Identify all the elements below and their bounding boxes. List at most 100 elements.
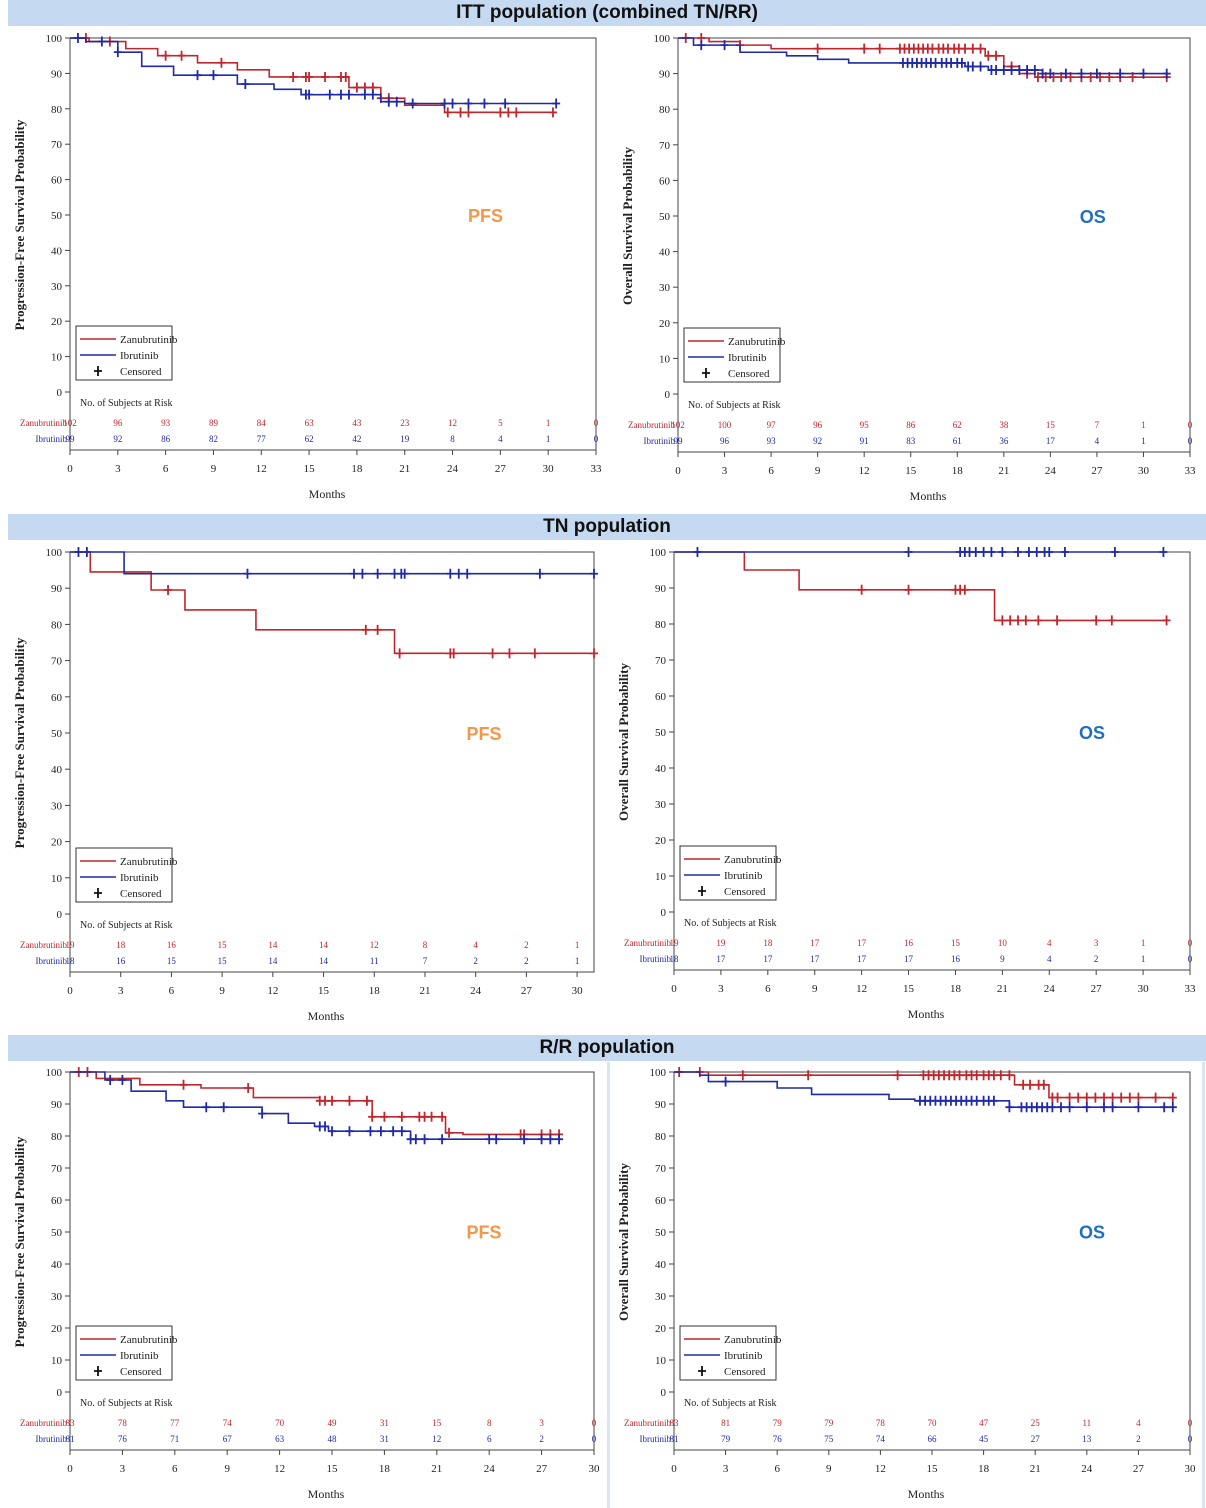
risk-row-label: Zanubrutinib [20,418,67,428]
censor-mark-ibrutinib [989,1095,998,1106]
censor-mark-zanubrutinib [893,1070,902,1081]
censor-mark-zanubrutinib [445,1127,454,1138]
y-tick-label: 20 [51,837,63,849]
censor-mark-ibrutinib [219,1102,228,1113]
x-tick-label: 27 [495,463,507,475]
censor-mark-zanubrutinib [996,1070,1005,1081]
risk-count: 102 [671,420,685,430]
risk-table-header: No. of Subjects at Risk [684,918,777,929]
risk-count: 45 [979,1434,989,1444]
legend-box [679,845,777,901]
censor-mark-zanubrutinib [1168,1092,1177,1103]
risk-row-label: Zanubrutinib [628,420,675,430]
risk-count: 18 [116,940,126,950]
risk-count: 2 [524,956,529,966]
censor-mark-ibrutinib [336,89,345,100]
censor-mark-zanubrutinib [860,43,869,54]
censor-mark-zanubrutinib [804,1070,813,1081]
y-tick-label: 100 [650,547,667,559]
censor-mark-zanubrutinib [976,43,985,54]
x-tick-label: 18 [379,1463,391,1475]
risk-row-label: Ibrutinib [36,1434,68,1444]
censor-mark-ibrutinib [1007,65,1016,76]
legend-label: Zanubrutinib [120,1334,178,1346]
legend-label: Ibrutinib [120,350,159,362]
censor-mark-zanubrutinib [1162,615,1171,626]
censor-mark-ibrutinib [957,57,966,68]
y-axis-label: Overall Survival Probability [616,663,631,821]
censor-mark-zanubrutinib [443,107,452,118]
y-tick-label: 90 [659,69,671,81]
risk-count: 62 [953,420,962,430]
legend-censor-mark [94,1366,102,1376]
y-tick-label: 0 [661,907,667,919]
risk-count: 43 [352,418,362,428]
x-tick-label: 21 [998,465,1009,477]
censor-mark-ibrutinib [1077,68,1086,79]
censor-mark-ibrutinib [971,547,980,557]
chart-panel-rr-os: 0 10 20 30 40 50 60 70 80 90 100 Overall Survival P… [612,1062,1204,1506]
y-axis-label: Overall Survival Probability [620,147,635,305]
risk-count: 70 [928,1418,938,1428]
legend-label: Censored [724,1366,766,1378]
y-axis-label: Overall Survival Probability [616,1163,631,1321]
risk-row-label: Ibrutinib [640,954,672,964]
y-tick-label: 30 [655,1291,667,1303]
risk-count: 8 [450,434,455,444]
y-tick-label: 0 [57,909,63,921]
x-tick-label: 0 [67,985,73,997]
x-tick-label: 15 [318,985,330,997]
censor-mark-zanubrutinib [1033,72,1042,83]
censor-mark-zanubrutinib [217,57,226,68]
risk-count: 1 [1141,436,1146,446]
censor-mark-zanubrutinib [244,1083,253,1093]
y-axis-label: Progression-Free Survival Probability [12,1136,27,1347]
risk-count: 89 [209,418,219,428]
x-tick-label: 9 [224,1463,230,1475]
censor-mark-zanubrutinib [161,50,170,61]
risk-count: 15 [218,940,228,950]
y-tick-label: 10 [655,871,667,883]
risk-count: 48 [328,1434,338,1444]
x-tick-label: 21 [399,463,410,475]
risk-count: 17 [1046,436,1056,446]
risk-count: 79 [773,1418,783,1428]
censor-mark-ibrutinib [1061,68,1070,79]
risk-count: 16 [167,940,177,950]
censor-mark-zanubrutinib [590,648,598,659]
legend-box [75,1325,173,1381]
risk-count: 4 [1047,938,1052,948]
risk-count: 3 [539,1418,544,1428]
censor-mark-ibrutinib [241,79,250,90]
risk-count: 7 [1095,420,1100,430]
plot-frame [69,551,595,973]
censor-mark-ibrutinib [345,1126,354,1137]
risk-count: 47 [979,1418,989,1428]
censor-mark-zanubrutinib [813,43,822,54]
x-tick-label: 6 [169,985,175,997]
y-tick-label: 40 [51,764,63,776]
risk-count: 15 [1046,420,1056,430]
censor-mark-ibrutinib [904,547,913,557]
risk-count: 0 [1188,1418,1193,1428]
x-tick-label: 9 [219,985,225,997]
x-tick-label: 15 [903,983,915,995]
censor-mark-ibrutinib [463,568,472,579]
risk-count: 83 [66,1418,76,1428]
censor-mark-zanubrutinib [1053,615,1062,626]
risk-count: 0 [1188,938,1193,948]
censor-mark-zanubrutinib [289,71,298,82]
censor-mark-zanubrutinib [305,71,314,82]
legend-censor-mark [698,886,706,896]
censor-mark-zanubrutinib [1082,1092,1091,1103]
censor-mark-ibrutinib [1046,68,1055,79]
legend-censor-mark [702,368,710,378]
censor-mark-zanubrutinib [1108,1092,1117,1103]
x-tick-label: 30 [543,463,555,475]
x-tick-label: 3 [718,983,724,995]
km-curve-zanubrutinib [70,551,594,655]
legend-label: Ibrutinib [120,872,159,884]
x-tick-label: 3 [722,465,728,477]
censor-mark-zanubrutinib [496,107,505,118]
